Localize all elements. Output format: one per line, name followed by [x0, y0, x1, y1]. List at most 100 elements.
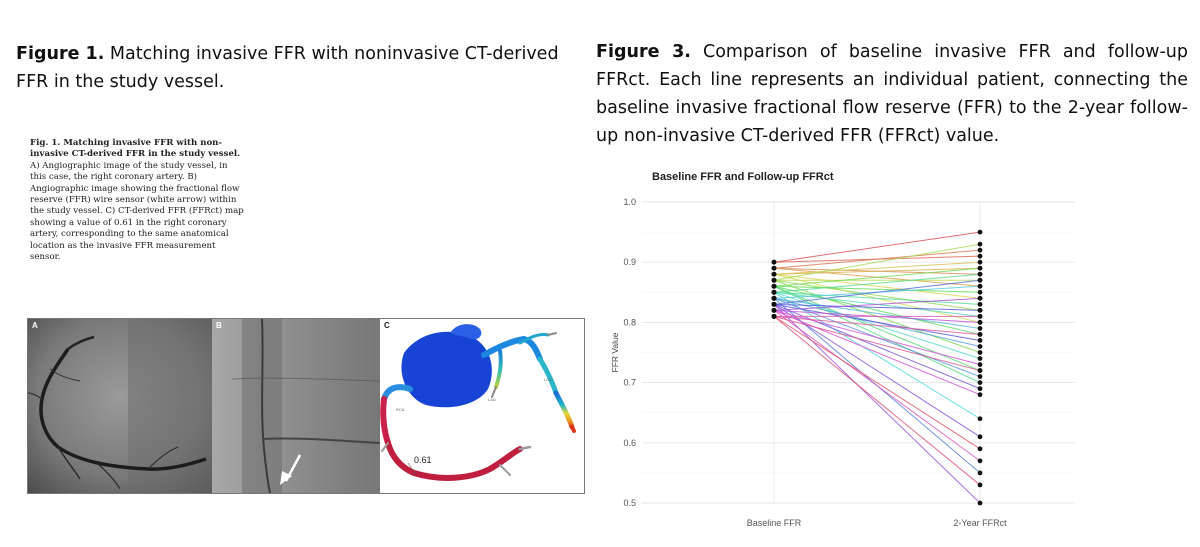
followup-point	[977, 416, 983, 422]
followup-point	[977, 307, 983, 313]
ffr-line-chart: Baseline FFR and Follow-up FFRct FFR Val…	[600, 160, 1080, 547]
patient-line	[773, 315, 981, 486]
ffrct-map-image: RCA LAD LCX 0.61	[380, 324, 576, 481]
followup-point	[977, 283, 983, 289]
rca-label: RCA	[396, 407, 405, 412]
chart-points	[771, 229, 983, 506]
baseline-point	[771, 307, 777, 313]
patient-line	[773, 261, 981, 275]
baseline-point	[771, 289, 777, 295]
patient-line	[773, 285, 981, 293]
patient-line	[773, 309, 981, 396]
patient-line	[773, 315, 981, 450]
patient-line	[773, 243, 981, 281]
patient-line	[773, 291, 981, 420]
baseline-point	[771, 259, 777, 265]
figure-1-caption: Figure 1. Matching invasive FFR with non…	[16, 40, 584, 96]
patient-line	[773, 231, 981, 263]
ffr-wire-image	[212, 319, 380, 493]
followup-point	[977, 362, 983, 367]
followup-point	[977, 332, 983, 337]
patient-line	[773, 303, 981, 390]
y-tick-label: 0.8	[623, 317, 636, 327]
ffrct-value-label: 0.61	[414, 455, 432, 465]
followup-point	[977, 434, 983, 440]
panel-c-ffrct-map: RCA LAD LCX 0.61 C	[380, 319, 584, 493]
patient-line	[773, 249, 981, 269]
patient-line	[773, 267, 981, 275]
patient-line	[773, 297, 981, 311]
x-tick-label: Baseline FFR	[747, 518, 802, 528]
patient-line	[773, 279, 981, 305]
panel-a-angiogram: A	[28, 319, 212, 493]
followup-point	[977, 356, 983, 361]
followup-point	[977, 386, 983, 392]
baseline-point	[771, 301, 777, 307]
patient-line	[773, 315, 981, 335]
patient-line	[773, 297, 981, 329]
baseline-point	[771, 283, 777, 289]
patient-line	[773, 291, 981, 305]
followup-point	[977, 350, 983, 355]
followup-point	[977, 326, 983, 331]
figure-1-panels: A B	[27, 318, 585, 494]
followup-point	[977, 338, 983, 343]
ffr-chart-svg: Baseline FFR and Follow-up FFRct FFR Val…	[610, 171, 1075, 528]
y-tick-label: 0.5	[623, 498, 636, 508]
x-tick-label: 2-Year FFRct	[953, 518, 1007, 528]
y-tick-label: 0.7	[623, 378, 636, 388]
followup-point	[977, 229, 983, 235]
patient-line	[773, 285, 981, 372]
y-tick-label: 1.0	[623, 197, 636, 207]
followup-point	[977, 301, 983, 307]
patient-line	[773, 279, 981, 311]
patient-line	[773, 273, 981, 293]
followup-point	[977, 482, 983, 488]
followup-point	[977, 344, 983, 349]
lcx-label: LCX	[544, 377, 552, 382]
figure-3-text: Comparison of baseline invasive FFR and …	[596, 42, 1188, 146]
lad-label: LAD	[488, 397, 496, 402]
y-axis-label: FFR Value	[610, 332, 620, 372]
chart-grid	[642, 201, 1075, 504]
patient-line	[773, 267, 981, 287]
inset-caption: Fig. 1. Matching invasive FFR with non-i…	[30, 138, 244, 263]
figure-1-text: Matching invasive FFR with noninvasive C…	[16, 44, 559, 92]
followup-point	[977, 295, 983, 301]
followup-point	[977, 320, 983, 325]
followup-point	[977, 374, 983, 379]
followup-point	[977, 380, 983, 385]
followup-point	[977, 289, 983, 295]
followup-point	[977, 271, 983, 277]
followup-point	[977, 253, 983, 259]
patient-line	[773, 303, 981, 311]
baseline-point	[771, 265, 777, 271]
chart-series-lines	[773, 231, 981, 504]
patient-line	[773, 309, 981, 366]
baseline-point	[771, 295, 777, 301]
followup-point	[977, 241, 983, 247]
panel-b-ffr-wire: B	[212, 319, 380, 493]
white-arrow-head	[280, 471, 292, 485]
patient-line	[773, 303, 981, 438]
followup-point	[977, 368, 983, 373]
patient-line	[773, 285, 981, 384]
patient-line	[773, 303, 981, 504]
baseline-point	[771, 271, 777, 277]
panel-c-label: C	[384, 321, 390, 330]
figure-3-label: Figure 3.	[596, 42, 691, 62]
figure-3-caption: Figure 3. Comparison of baseline invasiv…	[596, 38, 1188, 150]
baseline-point	[771, 313, 777, 319]
baseline-point	[771, 277, 777, 283]
chart-title: Baseline FFR and Follow-up FFRct	[652, 171, 834, 183]
followup-point	[977, 313, 983, 319]
y-tick-label: 0.6	[623, 438, 636, 448]
followup-point	[977, 500, 983, 506]
figure-1-label: Figure 1.	[16, 44, 105, 64]
followup-point	[977, 265, 983, 271]
y-tick-labels: 0.5 0.6 0.7 0.8 0.9 1.0	[623, 197, 636, 508]
inset-caption-body: A) Angiographic image of the study vesse…	[30, 160, 244, 263]
y-tick-label: 0.9	[623, 257, 636, 267]
x-tick-labels: Baseline FFR 2-Year FFRct	[747, 518, 1007, 528]
followup-point	[977, 470, 983, 476]
